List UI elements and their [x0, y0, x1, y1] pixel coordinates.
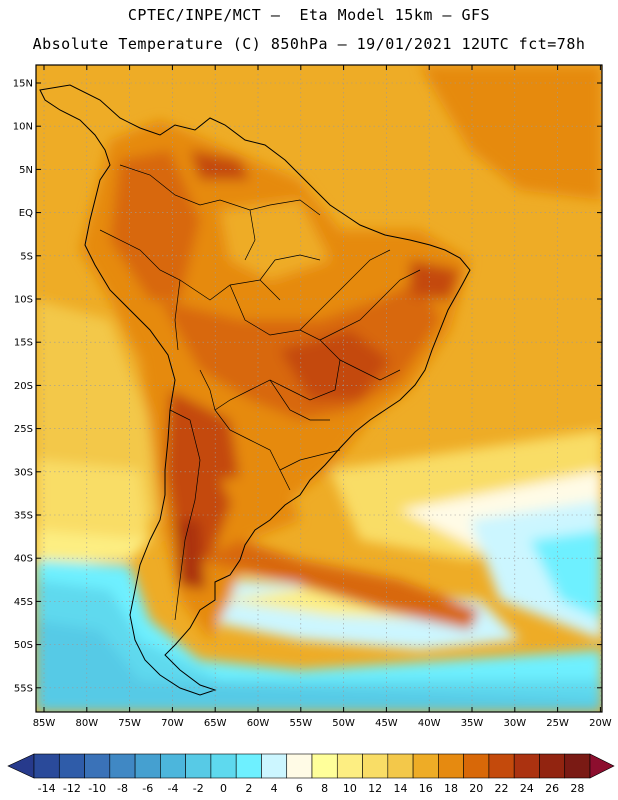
- lat-tick-label: 50S: [14, 640, 33, 651]
- lat-tick-label: 25S: [14, 424, 33, 435]
- colorbar-swatch: [564, 753, 591, 779]
- colorbar-swatch: [84, 753, 111, 779]
- colorbar-label: -2: [193, 782, 204, 795]
- lon-tick-label: 65W: [204, 718, 227, 729]
- colorbar-label: 18: [444, 782, 458, 795]
- lat-tick-label: 15N: [13, 79, 33, 90]
- colorbar-label: 22: [495, 782, 509, 795]
- colorbar-label: -6: [142, 782, 153, 795]
- lon-tick-label: 25W: [546, 718, 569, 729]
- lat-tick-label: 55S: [14, 683, 33, 694]
- colorbar-label: -10: [88, 782, 106, 795]
- latitude-axis: 15N 10N 5N EQ 5S 10S 15S 20S 25S 30S 35S 40S 45S 50S 5…: [13, 79, 602, 694]
- map-field: [36, 65, 602, 712]
- lon-tick-label: 60W: [247, 718, 270, 729]
- map-frame: [35, 64, 603, 713]
- lat-tick-label: EQ: [19, 208, 33, 219]
- lat-tick-label: 15S: [14, 338, 33, 349]
- colorbar-label: -4: [168, 782, 179, 795]
- lat-tick-label: 10S: [14, 295, 33, 306]
- colorbar-high-arrow: [589, 753, 615, 779]
- colorbar-label: 4: [271, 782, 278, 795]
- colorbar-swatch: [109, 753, 136, 779]
- colorbar-swatch: [235, 753, 262, 779]
- colorbar-label: 20: [469, 782, 483, 795]
- colorbar-swatch: [412, 753, 439, 779]
- colorbar-swatch: [134, 753, 161, 779]
- colorbar-label: 2: [245, 782, 252, 795]
- colorbar-label: 28: [570, 782, 584, 795]
- colorbar-swatch: [311, 753, 338, 779]
- colorbar-low-arrow: [7, 753, 35, 779]
- lat-tick-label: 20S: [14, 381, 33, 392]
- lat-tick-label: 45S: [14, 597, 33, 608]
- colorbar-swatch: [286, 753, 313, 779]
- lat-tick-label: 30S: [14, 467, 33, 478]
- colorbar-swatch: [210, 753, 237, 779]
- colorbar-label: 10: [343, 782, 357, 795]
- lon-tick-label: 75W: [118, 718, 141, 729]
- lon-tick-label: 45W: [375, 718, 398, 729]
- lat-tick-label: 5S: [20, 251, 33, 262]
- longitude-axis: 85W 80W 75W 70W 65W 60W 55W 50W 45W 40W 35W 30W 25W 2…: [33, 65, 612, 729]
- lon-tick-label: 50W: [332, 718, 355, 729]
- lon-tick-label: 55W: [289, 718, 312, 729]
- lon-tick-label: 80W: [75, 718, 98, 729]
- lat-tick-label: 40S: [14, 554, 33, 565]
- colorbar-swatch: [33, 753, 60, 779]
- lon-tick-label: 40W: [418, 718, 441, 729]
- colorbar-label: -12: [63, 782, 81, 795]
- lon-tick-label: 20W: [589, 718, 612, 729]
- colorbar-swatch: [160, 753, 186, 779]
- colorbar-label: -8: [117, 782, 128, 795]
- colorbar-label: 0: [220, 782, 227, 795]
- colorbar-swatch: [488, 753, 515, 779]
- colorbar-label: 6: [296, 782, 303, 795]
- colorbar-label: 26: [545, 782, 559, 795]
- lon-tick-label: 70W: [161, 718, 184, 729]
- colorbar-swatch: [387, 753, 414, 779]
- colorbar-swatch: [336, 753, 363, 779]
- colorbar-swatch: [261, 753, 288, 779]
- colorbar-swatch: [362, 753, 389, 779]
- colorbar-label: 8: [321, 782, 328, 795]
- lat-tick-label: 10N: [13, 122, 33, 133]
- lat-tick-label: 35S: [14, 511, 33, 522]
- colorbar-swatch: [185, 753, 212, 779]
- colorbar-swatch: [539, 753, 566, 779]
- colorbar-swatch: [438, 753, 464, 779]
- colorbar-label: 16: [419, 782, 433, 795]
- coastlines: [39, 84, 471, 696]
- colorbar-label: 12: [368, 782, 382, 795]
- colorbar-swatch: [463, 753, 490, 779]
- colorbar-label: -14: [38, 782, 56, 795]
- colorbar-label: 14: [393, 782, 407, 795]
- map-title: CPTEC/INPE/MCT – Eta Model 15km – GFS: [127, 6, 491, 24]
- colorbar-label: 24: [520, 782, 534, 795]
- lon-tick-label: 30W: [503, 718, 526, 729]
- lon-tick-label: 35W: [461, 718, 484, 729]
- country-borders: [99, 164, 421, 621]
- colorbar-swatch: [513, 753, 540, 779]
- colorbar-swatch: [58, 753, 85, 779]
- map-subtitle: Absolute Temperature (C) 850hPa – 19/01/…: [32, 35, 586, 53]
- lat-tick-label: 5N: [19, 165, 33, 176]
- colorbar: -14 -12 -10 -8 -6 -4 -2 0 2 4 6 8 10 12 14 16 18 20 22 24 26…: [7, 753, 615, 795]
- lon-tick-label: 85W: [33, 718, 56, 729]
